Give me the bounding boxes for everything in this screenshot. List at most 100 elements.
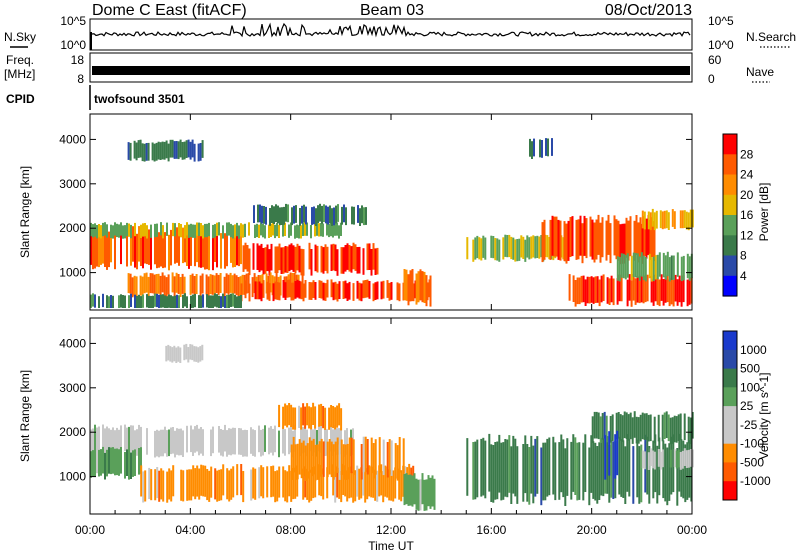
heatmap-cell-13 bbox=[691, 209, 694, 228]
heatmap-cell-5 bbox=[292, 407, 295, 430]
heatmap-cell-7 bbox=[498, 434, 501, 493]
heatmap-cell-3 bbox=[316, 444, 319, 480]
heatmap-cell-2 bbox=[284, 222, 286, 236]
heatmap-cell-3 bbox=[133, 275, 136, 296]
heatmap-cell-0 bbox=[274, 425, 276, 453]
heatmap-cell-12 bbox=[682, 255, 685, 281]
heatmap-cell-7 bbox=[666, 447, 669, 506]
heatmap-cell-1 bbox=[112, 447, 114, 474]
heatmap-cell-7 bbox=[193, 143, 196, 162]
heatmap-cell-0 bbox=[252, 429, 254, 456]
heatmap-cell-5 bbox=[282, 406, 285, 429]
heatmap-cell-5 bbox=[429, 275, 432, 307]
ytick-label-2: 3000 bbox=[59, 177, 86, 191]
heatmap-cell-0 bbox=[314, 425, 316, 453]
heatmap-cell-4 bbox=[423, 479, 426, 511]
nsearch-tick-top: 10^5 bbox=[708, 14, 734, 28]
heatmap-cell-8 bbox=[94, 294, 96, 308]
heatmap-cell-7 bbox=[137, 140, 140, 158]
heatmap-cell-11 bbox=[620, 274, 623, 302]
heatmap-cell-2 bbox=[374, 469, 377, 501]
heatmap-cell-7 bbox=[664, 443, 667, 502]
heatmap-cell-0 bbox=[174, 228, 176, 264]
heatmap-cell-2 bbox=[198, 468, 201, 500]
heatmap-cell-0 bbox=[144, 228, 146, 264]
heatmap-cell-3 bbox=[396, 445, 399, 481]
heatmap-cell-2 bbox=[222, 225, 224, 239]
heatmap-cell-7 bbox=[175, 141, 178, 159]
heatmap-cell-2 bbox=[118, 224, 120, 238]
velocity-colorbar-tick-6: -500 bbox=[740, 455, 764, 469]
heatmap-cell-13 bbox=[663, 210, 666, 229]
heatmap-cell-2 bbox=[142, 471, 145, 503]
heatmap-cell-11 bbox=[676, 279, 679, 306]
heatmap-cell-1 bbox=[344, 245, 347, 272]
heatmap-cell-4 bbox=[407, 474, 410, 506]
heatmap-cell-2 bbox=[230, 468, 233, 500]
heatmap-cell-14 bbox=[551, 138, 553, 156]
heatmap-cell-8 bbox=[214, 293, 216, 307]
power-colorbar-tick-3: 16 bbox=[740, 208, 754, 222]
heatmap-cell-6 bbox=[261, 205, 263, 224]
heatmap-cell-4 bbox=[390, 282, 393, 300]
heatmap-cell-4 bbox=[388, 282, 391, 301]
heatmap-cell-4 bbox=[413, 473, 416, 505]
heatmap-cell-10 bbox=[555, 216, 558, 257]
heatmap-cell-1 bbox=[298, 245, 301, 273]
heatmap-cell-1 bbox=[348, 245, 351, 272]
heatmap-cell-0 bbox=[108, 231, 110, 268]
heatmap-cell-8 bbox=[170, 295, 172, 308]
heatmap-cell-8 bbox=[92, 293, 94, 307]
heatmap-cell-7 bbox=[514, 438, 517, 497]
heatmap-cell-3 bbox=[143, 273, 146, 294]
heatmap-cell-7 bbox=[564, 448, 567, 506]
heatmap-cell-2 bbox=[386, 466, 389, 498]
heatmap-cell-5 bbox=[330, 405, 333, 428]
heatmap-cell-11 bbox=[660, 274, 663, 301]
heatmap-cell-7 bbox=[640, 444, 643, 503]
heatmap-cell-2 bbox=[206, 223, 208, 238]
heatmap-cell-11 bbox=[632, 274, 635, 301]
heatmap-cell-2 bbox=[170, 470, 173, 502]
heatmap-cell-8 bbox=[609, 416, 612, 443]
heatmap-cell-2 bbox=[154, 223, 156, 238]
heatmap-cell-5 bbox=[411, 269, 414, 301]
heatmap-cell-7 bbox=[510, 446, 513, 504]
heatmap-cell-10 bbox=[577, 219, 580, 260]
heatmap-cell-8 bbox=[172, 296, 174, 308]
power-colorbar-swatch bbox=[723, 154, 737, 176]
heatmap-cell-8 bbox=[160, 294, 162, 308]
heatmap-cell-8 bbox=[222, 293, 224, 307]
nave-tick-bottom: 0 bbox=[708, 72, 715, 86]
heatmap-cell-12 bbox=[668, 257, 671, 282]
heatmap-cell-2 bbox=[332, 224, 334, 238]
heatmap-cell-10 bbox=[559, 220, 562, 261]
heatmap-cell-2 bbox=[144, 470, 147, 502]
heatmap-cell-0 bbox=[140, 230, 142, 266]
heatmap-cell-4 bbox=[282, 280, 285, 298]
heatmap-cell-4 bbox=[260, 283, 263, 302]
heatmap-cell-8 bbox=[661, 414, 664, 442]
heatmap-cell-13 bbox=[689, 209, 692, 228]
heatmap-cell-10 bbox=[627, 220, 630, 261]
heatmap-cell-8 bbox=[591, 416, 594, 443]
heatmap-cell-1 bbox=[110, 447, 112, 475]
heatmap-cell-8 bbox=[683, 413, 686, 441]
heatmap-cell-6 bbox=[189, 344, 192, 360]
heatmap-cell-1 bbox=[116, 448, 118, 476]
heatmap-cell-11 bbox=[634, 278, 637, 305]
heatmap-cell-9 bbox=[528, 237, 531, 260]
heatmap-cell-8 bbox=[106, 295, 108, 308]
heatmap-cell-0 bbox=[158, 430, 160, 458]
heatmap-cell-6 bbox=[199, 346, 202, 362]
heatmap-cell-2 bbox=[292, 468, 295, 500]
heatmap-cell-9 bbox=[512, 237, 515, 260]
ytick-label-0: 1000 bbox=[59, 470, 86, 484]
heatmap-cell-6 bbox=[191, 344, 194, 361]
heatmap-cell-7 bbox=[502, 442, 505, 500]
frequency-band bbox=[92, 66, 690, 75]
heatmap-cell-3 bbox=[370, 437, 373, 474]
heatmap-cell-9 bbox=[540, 235, 543, 258]
heatmap-cell-0 bbox=[204, 234, 206, 270]
heatmap-cell-8 bbox=[236, 296, 238, 308]
